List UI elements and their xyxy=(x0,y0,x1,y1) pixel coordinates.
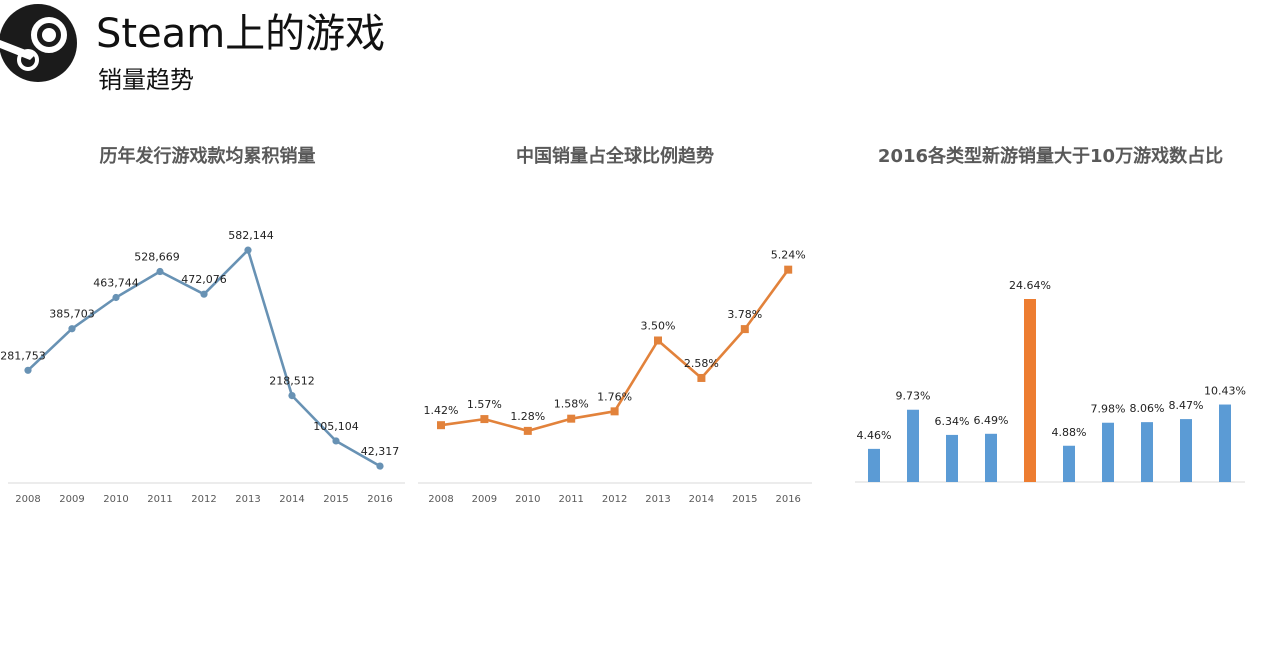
chart2-data-label: 1.58% xyxy=(554,398,589,411)
chart3-bar xyxy=(1180,419,1192,482)
chart1-x-tick-label: 2008 xyxy=(15,494,40,505)
chart1-x-tick-label: 2011 xyxy=(147,494,172,505)
chart2-data-label: 1.76% xyxy=(597,390,632,403)
chart3-data-label: 9.73% xyxy=(896,390,931,403)
chart2-point xyxy=(654,336,662,345)
chart2-x-tick-label: 2014 xyxy=(689,494,714,505)
chart2-x-tick-label: 2009 xyxy=(472,494,497,505)
chart2-point xyxy=(697,373,706,382)
chart3-bar xyxy=(1219,404,1231,482)
chart1-x-tick-label: 2015 xyxy=(323,494,348,505)
chart3-data-label: 4.46% xyxy=(857,429,892,442)
chart3-bar xyxy=(1102,422,1114,482)
chart1-point xyxy=(376,462,384,470)
chart1-point xyxy=(112,293,120,302)
chart3-bar xyxy=(1024,299,1036,482)
chart1-x-tick-label: 2016 xyxy=(367,494,392,505)
chart1-point xyxy=(200,290,208,298)
chart3-data-label: 6.34% xyxy=(935,415,970,428)
chart1-point xyxy=(288,391,296,400)
chart1-point xyxy=(68,325,76,333)
chart3-data-label: 10.43% xyxy=(1204,385,1246,398)
chart2-point xyxy=(567,414,576,423)
chart2-point xyxy=(437,421,445,430)
chart1-data-label: 218,512 xyxy=(269,375,315,388)
chart2-x-tick-label: 2008 xyxy=(428,494,453,505)
chart1-data-label: 105,104 xyxy=(313,420,359,433)
chart3-bar xyxy=(946,434,958,482)
chart2-point xyxy=(740,325,749,334)
chart2-data-label: 3.78% xyxy=(727,308,762,321)
chart1-data-label: 582,144 xyxy=(228,229,274,242)
chart2-x-tick-label: 2016 xyxy=(775,494,800,505)
chart2-point xyxy=(523,426,532,435)
chart1-data-label: 385,703 xyxy=(49,308,95,321)
chart1-point xyxy=(244,246,252,254)
chart1-data-label: 472,076 xyxy=(181,273,227,286)
chart3-bar xyxy=(868,448,880,482)
chart2-point xyxy=(784,265,793,274)
chart2-data-label: 5.24% xyxy=(771,249,806,262)
chart3-data-label: 8.06% xyxy=(1130,402,1165,415)
chart2-data-label: 1.57% xyxy=(467,398,502,411)
chart2-data-label: 1.42% xyxy=(424,404,459,417)
chart2-x-tick-label: 2010 xyxy=(515,494,540,505)
chart1-x-tick-label: 2009 xyxy=(59,494,84,505)
chart3-title: 2016各类型新游销量大于10万游戏数占比 xyxy=(877,146,1224,167)
chart2-x-tick-label: 2012 xyxy=(602,494,627,505)
chart1-point xyxy=(156,267,164,276)
chart1-x-tick-label: 2013 xyxy=(235,494,260,505)
chart2-x-tick-label: 2013 xyxy=(645,494,670,505)
chart2-data-label: 3.50% xyxy=(641,320,676,333)
chart2-point xyxy=(610,407,619,416)
chart2-title: 中国销量占全球比例趋势 xyxy=(516,146,714,167)
chart3-data-label: 6.49% xyxy=(974,414,1009,427)
chart1-x-tick-label: 2010 xyxy=(103,494,128,505)
chart1-data-label: 281,753 xyxy=(0,349,46,362)
chart3-data-label: 24.64% xyxy=(1009,279,1051,292)
header: Steam上的游戏 销量趋势 xyxy=(0,0,600,110)
chart1-x-tick-label: 2014 xyxy=(279,494,304,505)
chart1-x-tick-label: 2012 xyxy=(191,494,216,505)
chart3-data-label: 7.98% xyxy=(1091,403,1126,416)
chart1-data-label: 463,744 xyxy=(93,277,139,290)
chart1-data-label: 528,669 xyxy=(134,251,180,264)
chart2-x-tick-label: 2015 xyxy=(732,494,757,505)
chart2-data-label: 2.58% xyxy=(684,357,719,370)
chart2-data-label: 1.28% xyxy=(510,410,545,423)
chart3-bar xyxy=(1141,422,1153,482)
page-title: Steam上的游戏 xyxy=(96,11,386,57)
chart1-title: 历年发行游戏款均累积销量 xyxy=(99,146,316,167)
chart2-x-tick-label: 2011 xyxy=(558,494,583,505)
chart1-point xyxy=(24,366,32,374)
chart3-bar xyxy=(1063,445,1075,482)
chart1-data-label: 42,317 xyxy=(361,445,400,458)
steam-logo-icon xyxy=(0,4,77,82)
chart2-point xyxy=(480,415,489,424)
chart3-data-label: 4.88% xyxy=(1052,426,1087,439)
chart3-bar xyxy=(985,433,997,482)
chart3-data-label: 8.47% xyxy=(1169,399,1204,412)
chart3-bar xyxy=(907,409,919,482)
page-subtitle: 销量趋势 xyxy=(98,66,194,94)
chart1-point xyxy=(332,437,340,445)
